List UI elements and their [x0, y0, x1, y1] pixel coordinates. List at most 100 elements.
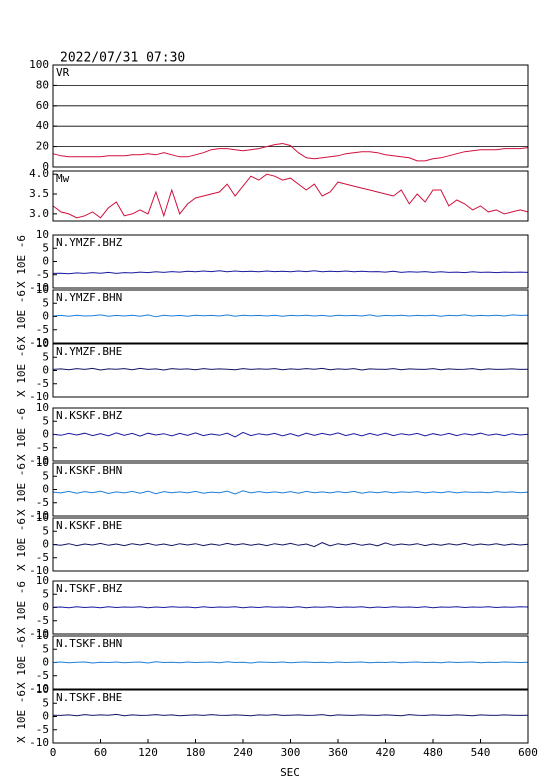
series-line [52, 314, 529, 318]
y-axis-label: X 10E -6 [15, 290, 28, 343]
series-line [52, 367, 529, 371]
y-tick-label: -5 [36, 496, 49, 509]
y-tick-label: 10 [36, 683, 49, 696]
y-tick-label: 10 [36, 511, 49, 524]
chart-title: 2022/07/31 07:30 [60, 51, 185, 66]
y-tick-label: 0 [42, 710, 49, 723]
y-tick-label: 5 [42, 524, 49, 537]
y-axis-label: X 10E -6 [15, 408, 28, 461]
x-tick-label: 240 [233, 746, 253, 759]
panel-frame [52, 289, 529, 344]
y-axis-label: X 10E -6 [15, 581, 28, 634]
series-label: N.KSKF.BHN [56, 464, 122, 477]
x-axis-label: SEC [280, 766, 300, 779]
series-label: N.TSKF.BHE [56, 691, 122, 704]
y-axis-label: X 10E -6 [15, 518, 28, 571]
series-label: N.YMZF.BHZ [56, 236, 123, 249]
x-tick-label: 600 [518, 746, 538, 759]
panel-frame [52, 343, 529, 398]
y-tick-label: 0 [42, 160, 49, 173]
y-tick-label: 5 [42, 642, 49, 655]
panel-frame [52, 462, 529, 517]
x-tick-label: 360 [328, 746, 348, 759]
series-line [52, 270, 529, 275]
y-tick-label: -10 [29, 390, 49, 403]
y-tick-label: 60 [36, 99, 49, 112]
y-tick-label: -5 [36, 614, 49, 627]
y-tick-label: -10 [29, 454, 49, 467]
x-tick-label: 60 [94, 746, 107, 759]
y-tick-label: -10 [29, 682, 49, 695]
y-tick-label: 3.5 [29, 187, 49, 200]
y-tick-label: 0 [42, 483, 49, 496]
y-tick-label: 10 [36, 574, 49, 587]
x-tick-label: 540 [471, 746, 491, 759]
y-tick-label: -10 [29, 627, 49, 640]
panel-frame [52, 170, 529, 222]
x-tick-label: 300 [281, 746, 301, 759]
y-tick-label: -10 [29, 564, 49, 577]
y-tick-label: -5 [36, 377, 49, 390]
y-tick-label: 5 [42, 696, 49, 709]
y-tick-label: 0 [42, 310, 49, 323]
panel-frame [52, 689, 529, 744]
y-tick-label: 5 [42, 587, 49, 600]
series-label: N.KSKF.BHZ [56, 409, 123, 422]
x-tick-label: 180 [186, 746, 206, 759]
y-tick-label: 0 [42, 538, 49, 551]
y-tick-label: -5 [36, 551, 49, 564]
y-tick-label: -5 [36, 268, 49, 281]
x-tick-label: 120 [138, 746, 158, 759]
series-label: N.TSKF.BHN [56, 637, 122, 650]
y-tick-label: 5 [42, 241, 49, 254]
series-line [52, 606, 529, 609]
y-tick-label: 20 [36, 140, 49, 153]
x-tick-label: 0 [50, 746, 57, 759]
y-tick-label: 5 [42, 469, 49, 482]
y-tick-label: 5 [42, 414, 49, 427]
y-tick-label: 80 [36, 78, 49, 91]
y-tick-label: 0 [42, 428, 49, 441]
y-tick-label: -5 [36, 723, 49, 736]
series-label: N.KSKF.BHE [56, 519, 122, 532]
y-tick-label: 40 [36, 119, 49, 132]
panel-frame [52, 580, 529, 635]
y-tick-label: 0 [42, 255, 49, 268]
y-axis-label: X 10E -6 [15, 344, 28, 397]
y-tick-label: 10 [36, 401, 49, 414]
y-tick-label: 10 [36, 283, 49, 296]
x-tick-label: 480 [423, 746, 443, 759]
series-line [52, 173, 529, 219]
series-line [52, 490, 529, 495]
y-tick-label: 0 [42, 364, 49, 377]
series-line [52, 661, 529, 664]
panel-frame [52, 234, 529, 289]
y-tick-label: -10 [29, 281, 49, 294]
y-tick-label: 5 [42, 350, 49, 363]
y-tick-label: 3.0 [29, 207, 49, 220]
series-line [52, 713, 529, 717]
y-tick-label: -10 [29, 336, 49, 349]
y-tick-label: 0 [42, 601, 49, 614]
series-label: Mw [56, 172, 70, 185]
y-tick-label: 0 [42, 656, 49, 669]
y-tick-label: 10 [36, 228, 49, 241]
y-tick-label: -5 [36, 441, 49, 454]
y-axis-label: X 10E -6 [15, 235, 28, 288]
y-tick-label: -10 [29, 736, 49, 749]
y-tick-label: 4.0 [29, 167, 49, 180]
series-label: N.YMZF.BHE [56, 345, 122, 358]
panel-frame [52, 517, 529, 572]
y-tick-label: 10 [36, 629, 49, 642]
panel-frame [52, 407, 529, 462]
series-line [52, 542, 529, 548]
y-tick-label: 100 [29, 58, 49, 71]
series-label: N.TSKF.BHZ [56, 582, 123, 595]
y-tick-label: 10 [36, 337, 49, 350]
x-tick-label: 420 [376, 746, 396, 759]
series-label: N.YMZF.BHN [56, 291, 122, 304]
y-tick-label: -10 [29, 509, 49, 522]
series-line [52, 142, 529, 162]
y-axis-label: X 10E -6 [15, 463, 28, 516]
